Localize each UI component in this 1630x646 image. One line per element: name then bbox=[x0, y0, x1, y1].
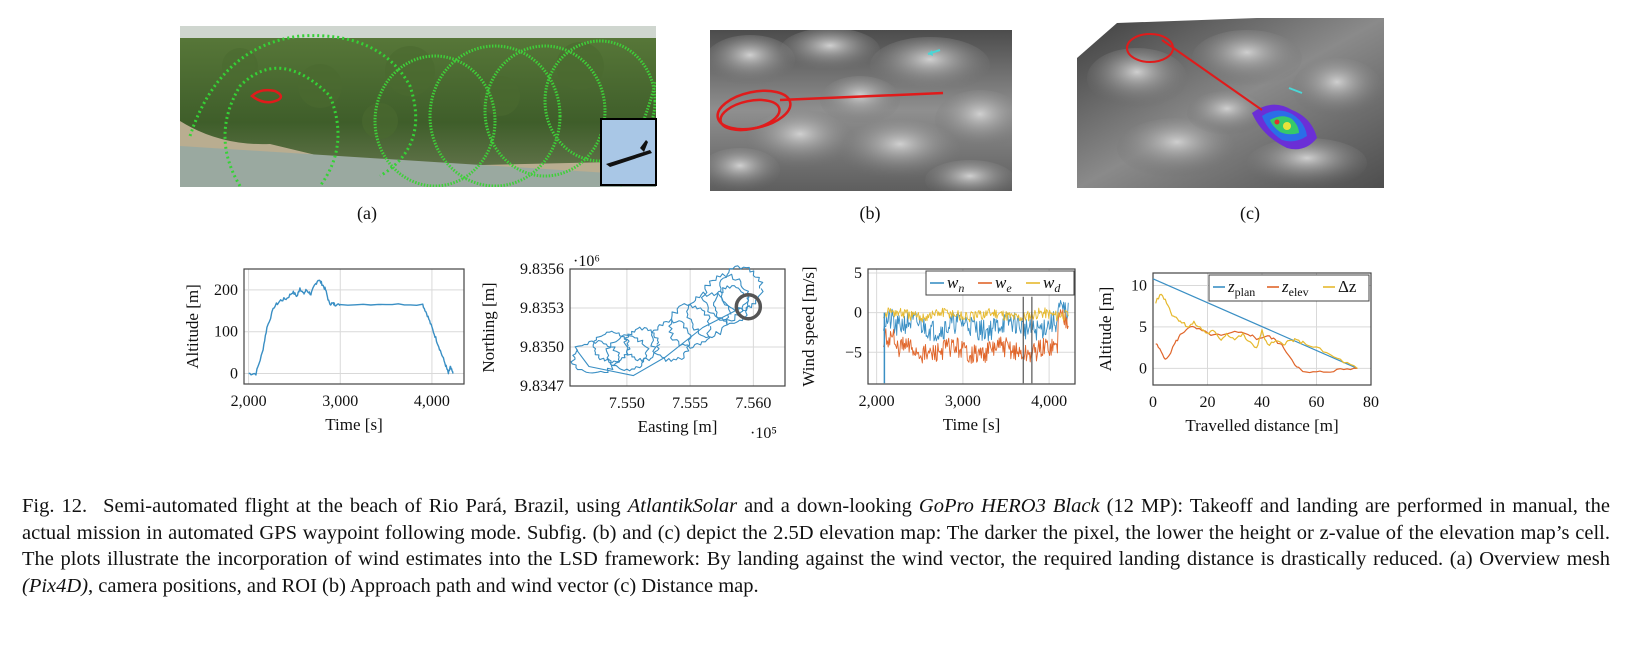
figure-number: Fig. 12. bbox=[22, 495, 88, 517]
trajectory-loop bbox=[668, 303, 712, 349]
chart-legend: zplan zelev Δz bbox=[1208, 274, 1370, 302]
plot-frame bbox=[569, 268, 786, 387]
y-axis-label: Altitude [m] bbox=[183, 284, 202, 369]
series-delta-z-line bbox=[1155, 293, 1358, 369]
legend-entry: Δz bbox=[1338, 277, 1357, 296]
wind-series-we bbox=[883, 309, 1069, 364]
subfig-label-c: (c) bbox=[1240, 203, 1260, 223]
plot-landing-distance: 0 20 40 60 80 0 5 10 Travelled distance [m] Altit… bbox=[1095, 255, 1395, 445]
x-tick-label: 3,000 bbox=[945, 393, 981, 410]
y-tick-label: 0 bbox=[1139, 360, 1147, 377]
x-axis-label: Time [s] bbox=[943, 415, 1000, 434]
caption-text-4: , camera positions, and ROI (b) Approach… bbox=[88, 574, 759, 597]
y-tick-label: 10 bbox=[1131, 277, 1147, 294]
trajectory-loop bbox=[700, 273, 750, 322]
y-tick-label: 0 bbox=[230, 366, 238, 383]
x-tick-label: 40 bbox=[1254, 394, 1270, 411]
series-z-elev-line bbox=[1155, 325, 1358, 374]
trajectory-loop bbox=[712, 285, 750, 326]
legend-box bbox=[925, 270, 1075, 296]
x-tick-label: 80 bbox=[1363, 394, 1379, 411]
wind-series-wd bbox=[883, 307, 1069, 323]
mesh-overview-image bbox=[180, 26, 656, 187]
y-tick-label: 5 bbox=[1139, 319, 1147, 336]
y-tick-label: 9.8350 bbox=[520, 339, 564, 356]
y-axis-label: Wind speed [m/s] bbox=[799, 266, 818, 386]
x-axis-label: Easting [m] bbox=[638, 417, 718, 436]
altitude-series-line bbox=[248, 279, 454, 376]
trajectory-loop bbox=[605, 334, 650, 372]
y-tick-label: 9.8353 bbox=[520, 300, 564, 317]
elevation-approach-image bbox=[710, 30, 1012, 191]
caption-italic-2: GoPro HERO3 Black bbox=[918, 495, 1100, 517]
caption-text-1: Semi-automated flight at the beach of Ri… bbox=[103, 495, 628, 517]
wind-series-wn bbox=[883, 300, 1069, 342]
trajectory-loop bbox=[592, 330, 631, 364]
trajectory-loop bbox=[719, 265, 764, 312]
series-z-plan-line bbox=[1152, 278, 1358, 369]
y-tick-label: 0 bbox=[854, 305, 862, 322]
plot-position: 7.550 7.555 7.560 9.8347 9.8350 9.8353 9.8356 E… bbox=[478, 250, 798, 445]
subfig-label-b: (b) bbox=[859, 203, 881, 223]
y-exponent-label: ·10⁶ bbox=[573, 253, 600, 270]
y-tick-label: 9.8356 bbox=[520, 261, 564, 278]
x-tick-label: 7.550 bbox=[609, 395, 645, 412]
caption-italic-1: AtlantikSolar bbox=[627, 495, 738, 517]
trajectory-loop bbox=[570, 339, 621, 374]
x-tick-label: 4,000 bbox=[414, 393, 450, 410]
legend-box bbox=[1208, 274, 1370, 302]
caption-italic-3: (Pix4D) bbox=[22, 574, 89, 597]
y-tick-label: 100 bbox=[214, 324, 238, 341]
y-axis-label: Altitude [m] bbox=[1096, 287, 1115, 372]
x-axis-label: Travelled distance [m] bbox=[1185, 416, 1338, 435]
plot-altitude-time: 2,000 3,000 4,000 0 100 200 Time [s] Altitude [… bbox=[180, 255, 480, 445]
caption-text-2: and a down-looking bbox=[737, 495, 919, 517]
x-tick-label: 2,000 bbox=[859, 393, 895, 410]
x-tick-label: 3,000 bbox=[322, 393, 358, 410]
y-tick-label: −5 bbox=[845, 344, 862, 361]
x-tick-label: 4,000 bbox=[1031, 393, 1067, 410]
x-tick-label: 7.560 bbox=[735, 395, 771, 412]
x-tick-label: 2,000 bbox=[231, 393, 267, 410]
subfig-label-a: (a) bbox=[357, 203, 377, 223]
x-exponent-label: ·10⁵ bbox=[750, 425, 777, 442]
plot-frame bbox=[1152, 272, 1372, 386]
figure-caption: Fig. 12. Semi-automated flight at the bea… bbox=[22, 493, 1610, 599]
distance-map-image bbox=[1077, 18, 1384, 188]
plot-wind-speed: 2,000 3,000 4,000 5 0 −5 Time [s] Wind speed [m… bbox=[798, 255, 1088, 445]
x-tick-label: 20 bbox=[1200, 394, 1216, 411]
plot-frame bbox=[243, 268, 465, 385]
trajectory-loop bbox=[623, 326, 661, 363]
y-axis-label: Northing [m] bbox=[479, 282, 498, 372]
trajectory-loop bbox=[686, 291, 732, 339]
roi-marker bbox=[734, 292, 763, 321]
x-tick-label: 60 bbox=[1309, 394, 1325, 411]
trajectory-path bbox=[575, 307, 741, 377]
x-axis-label: Time [s] bbox=[325, 415, 382, 434]
trajectory-loop bbox=[650, 318, 692, 362]
aircraft-inset-photo bbox=[600, 118, 657, 186]
x-tick-label: 0 bbox=[1149, 394, 1157, 411]
chart-legend: wn we wd bbox=[925, 270, 1075, 296]
plot-frame bbox=[867, 268, 1076, 385]
x-tick-label: 7.555 bbox=[672, 395, 708, 412]
y-tick-label: 200 bbox=[214, 282, 238, 299]
y-tick-label: 9.8347 bbox=[520, 378, 564, 395]
caption-text-3: (12 MP): Takeoff and landing are perform… bbox=[22, 495, 1610, 570]
y-tick-label: 5 bbox=[854, 265, 862, 282]
